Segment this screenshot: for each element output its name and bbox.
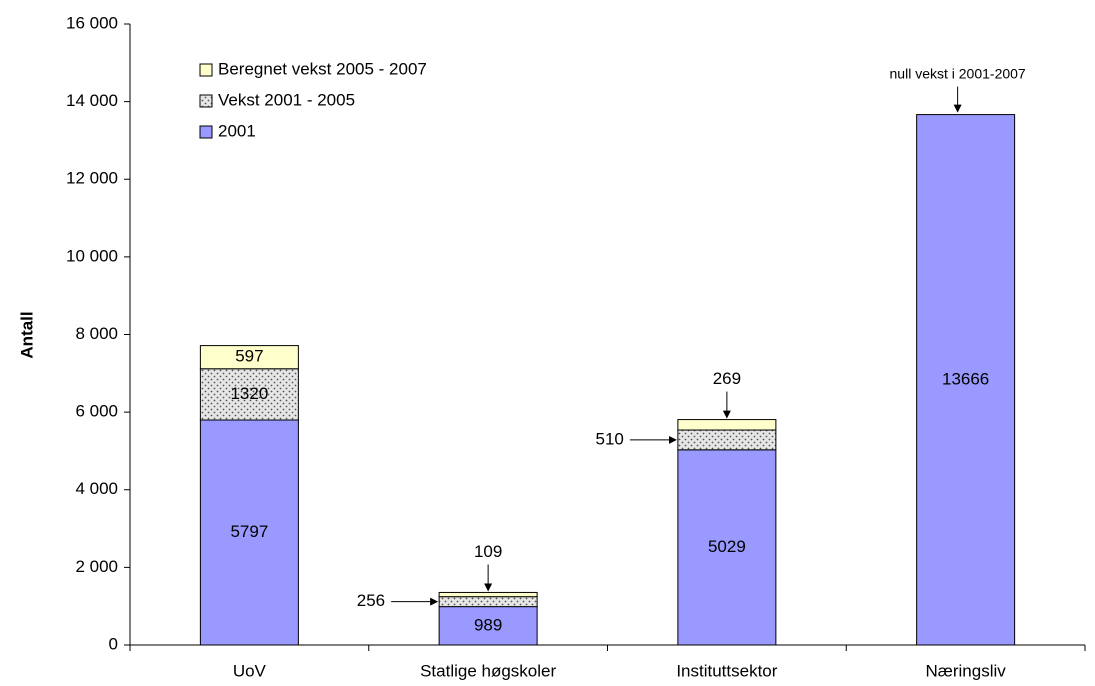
y-tick-label: 8 000 (75, 324, 118, 343)
data-label: 510 (596, 429, 624, 448)
bar-segment (199, 368, 299, 421)
x-tick-label: Næringsliv (925, 661, 1006, 680)
x-tick-label: Instituttsektor (676, 661, 777, 680)
data-label: 109 (474, 542, 502, 561)
x-tick-label: Statlige høgskoler (420, 661, 556, 680)
y-tick-label: 16 000 (66, 13, 118, 32)
legend-label: Beregnet vekst 2005 - 2007 (218, 59, 427, 78)
bar-segment (677, 419, 777, 431)
legend-label: 2001 (218, 121, 256, 140)
data-label: 13666 (942, 369, 989, 388)
bar-segment (199, 345, 299, 370)
data-label: 597 (235, 347, 263, 366)
bar-segment (438, 606, 538, 646)
y-tick-label: 0 (109, 634, 118, 653)
y-axis-label: Antall (17, 311, 36, 358)
annotation: null vekst i 2001-2007 (890, 65, 1026, 81)
legend-swatch (199, 125, 213, 139)
y-tick-label: 2 000 (75, 557, 118, 576)
bar-segment (199, 419, 299, 646)
y-tick-label: 4 000 (75, 479, 118, 498)
data-label: 5797 (230, 522, 268, 541)
bar-segment (438, 596, 538, 608)
y-tick-label: 14 000 (66, 91, 118, 110)
data-label: 5029 (708, 537, 746, 556)
y-tick-label: 10 000 (66, 246, 118, 265)
legend-swatch (199, 94, 213, 108)
bar-segment (438, 591, 538, 598)
data-label: 989 (474, 615, 502, 634)
data-label: 1320 (230, 384, 268, 403)
y-tick-label: 6 000 (75, 402, 118, 421)
legend-label: Vekst 2001 - 2005 (218, 90, 355, 109)
data-label: 256 (357, 591, 385, 610)
data-label: 269 (713, 369, 741, 388)
x-tick-label: UoV (233, 661, 267, 680)
bar-segment (916, 114, 1016, 646)
bar-segment (677, 429, 777, 451)
y-tick-label: 12 000 (66, 169, 118, 188)
legend-swatch (199, 63, 213, 77)
